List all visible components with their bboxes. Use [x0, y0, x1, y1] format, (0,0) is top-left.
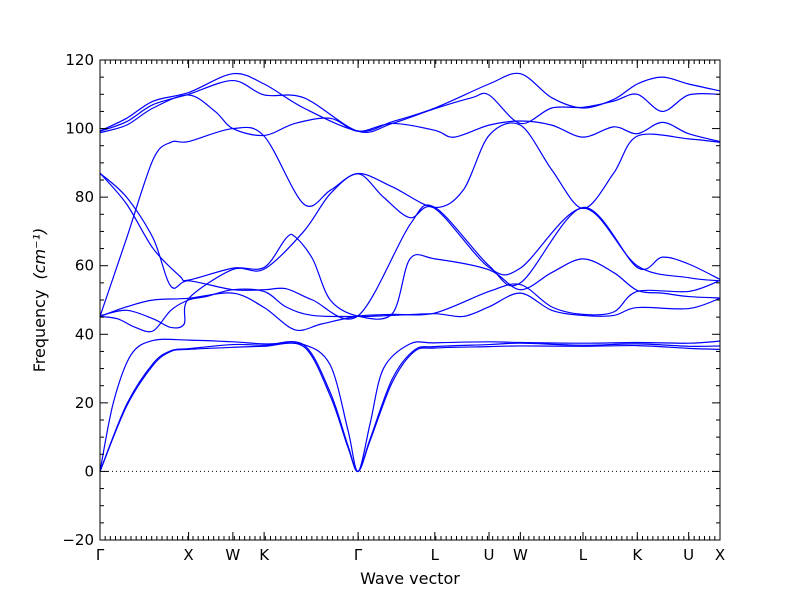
y-tick-label: 120 — [65, 51, 94, 69]
band-line-9 — [99, 122, 721, 317]
phonon-bands — [99, 72, 721, 473]
band-line-8 — [99, 172, 721, 320]
x-tick-label: W — [513, 546, 528, 564]
x-tick-label: Γ — [354, 546, 363, 564]
y-tick-label: 60 — [75, 257, 94, 275]
x-tick-label: L — [431, 546, 440, 564]
x-axis-label: Wave vector — [360, 569, 460, 588]
y-ticks: −20 0 20 40 60 80 100 120 — [62, 51, 720, 549]
plot-background — [100, 60, 720, 540]
x-tick-label: L — [579, 546, 588, 564]
x-tick-label: K — [632, 546, 643, 564]
band-line-11 — [99, 79, 721, 133]
x-tick-label: X — [715, 546, 725, 564]
y-axis-label-text: Frequency — [30, 290, 49, 373]
y-axis-unit: (cm⁻¹) — [30, 228, 49, 280]
plot-frame — [99, 59, 721, 541]
band-line-12 — [99, 72, 721, 132]
y-tick-label: −20 — [62, 531, 94, 549]
y-tick-label: 40 — [75, 325, 94, 343]
x-tick-label: W — [225, 546, 240, 564]
x-tick-label: X — [183, 546, 193, 564]
x-tick-label: U — [484, 546, 495, 564]
x-tick-label: U — [683, 546, 694, 564]
y-axis-label: Frequency (cm⁻¹) — [30, 228, 49, 372]
band-line-10 — [99, 94, 721, 143]
y-tick-label: 100 — [65, 120, 94, 138]
x-tick-label: Γ — [96, 546, 105, 564]
y-tick-label: 80 — [75, 188, 94, 206]
band-line-3 — [99, 338, 721, 473]
y-tick-label: 0 — [84, 462, 94, 480]
y-tick-label: 20 — [75, 394, 94, 412]
x-tick-label: K — [259, 546, 270, 564]
